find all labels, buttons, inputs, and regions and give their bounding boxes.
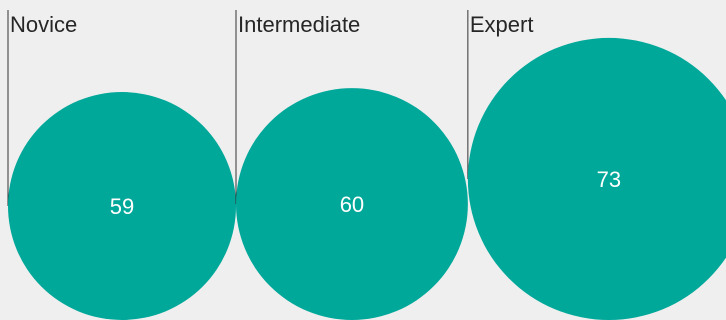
bubble-intermediate: [235, 88, 468, 320]
bubble-expert: [467, 37, 726, 320]
chart-marks: Novice 59 Intermediate 60 Expert 73: [7, 10, 726, 320]
category-label: Novice: [10, 12, 77, 37]
value-label: 73: [597, 167, 621, 192]
category-label: Expert: [470, 12, 534, 37]
value-label: 60: [340, 192, 364, 217]
bubble-novice: [8, 92, 236, 320]
category-label: Intermediate: [238, 12, 360, 37]
value-label: 59: [110, 194, 134, 219]
